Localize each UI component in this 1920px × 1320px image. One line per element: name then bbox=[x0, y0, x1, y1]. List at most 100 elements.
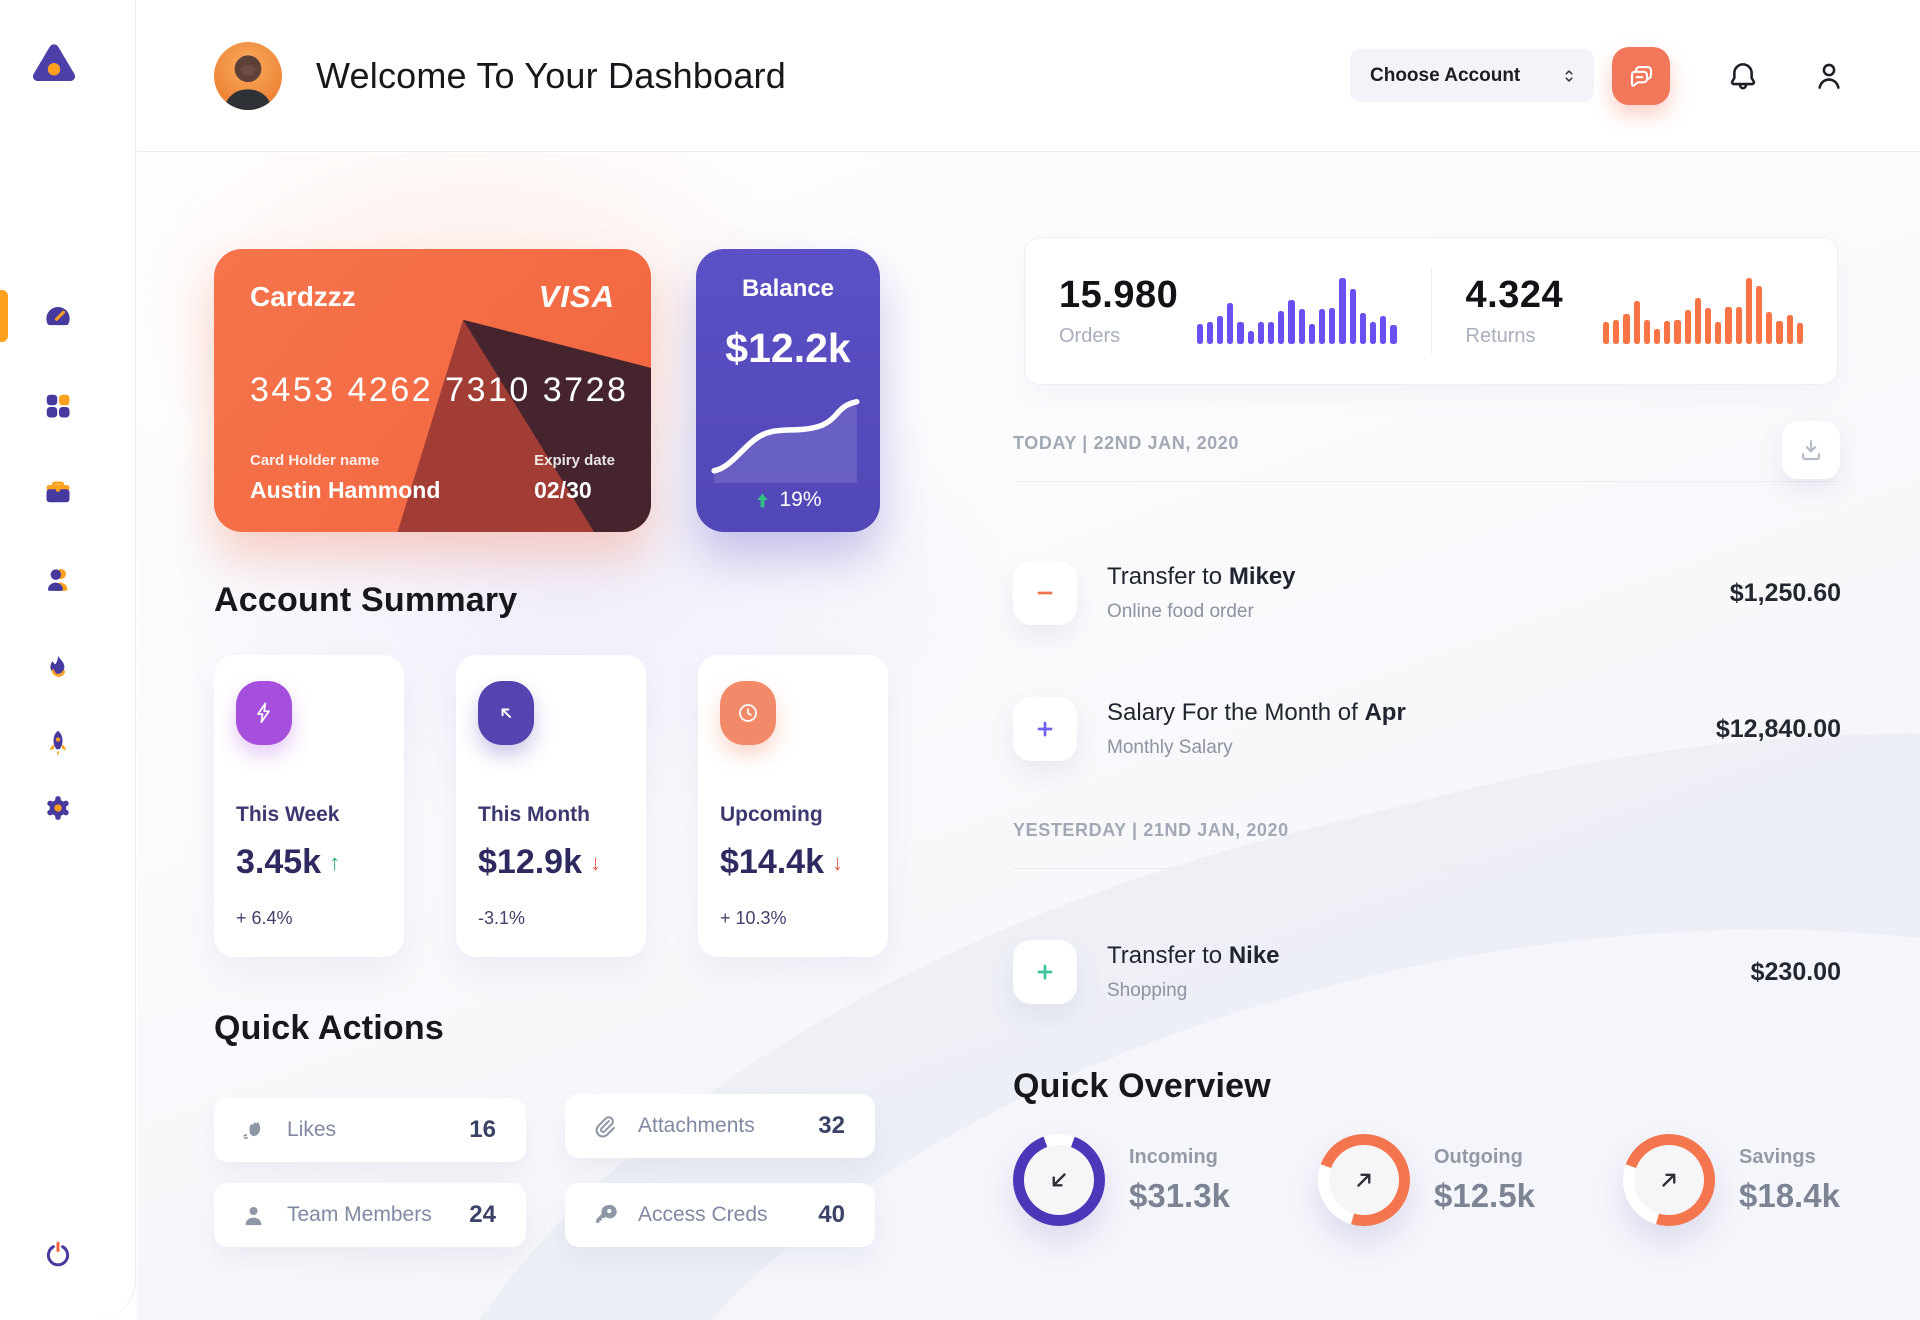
balance-value: $12.2k bbox=[725, 325, 851, 371]
sidebar-item-team[interactable] bbox=[43, 565, 73, 595]
balance-label: Balance bbox=[741, 275, 835, 302]
clock-icon bbox=[739, 704, 757, 722]
apps-grid-icon bbox=[46, 394, 70, 418]
transaction-icon bbox=[1013, 940, 1077, 1004]
transaction-subtitle: Monthly Salary bbox=[1107, 737, 1233, 758]
overview-outgoing: Outgoing $12.5k bbox=[1318, 1134, 1535, 1226]
quick-action-attachments[interactable]: Attachments 32 bbox=[565, 1094, 875, 1158]
plus-icon bbox=[1037, 964, 1053, 980]
paperclip-icon bbox=[595, 1115, 615, 1137]
stats-divider bbox=[1430, 268, 1432, 354]
orders-value: 15.980 bbox=[1059, 274, 1179, 316]
summary-card-upcoming: Upcoming $14.4k ↓ + 10.3% bbox=[698, 655, 888, 957]
transaction-title: Salary For the Month of Apr bbox=[1107, 699, 1406, 726]
transactions-list: TODAY | 22ND JAN, 2020 Transfer to Mikey… bbox=[1013, 433, 1841, 1230]
quick-actions-title: Quick Actions bbox=[214, 1009, 444, 1047]
balance-change: 19% bbox=[779, 488, 822, 511]
divider bbox=[1013, 868, 1841, 869]
bell-icon bbox=[1730, 62, 1756, 89]
sidebar bbox=[0, 0, 136, 1320]
header: Welcome To Your Dashboard Choose Account bbox=[137, 0, 1920, 152]
quick-action-team-members[interactable]: Team Members 24 bbox=[214, 1183, 526, 1247]
quick-action-label: Access Creds bbox=[638, 1203, 768, 1226]
overview-value: $31.3k bbox=[1129, 1176, 1230, 1214]
briefcase-icon bbox=[46, 481, 70, 503]
transaction-row-salary[interactable]: Salary For the Month of Apr Monthly Sala… bbox=[1013, 674, 1841, 784]
orders-bar-chart bbox=[1196, 278, 1397, 344]
transaction-amount: $230.00 bbox=[1750, 957, 1841, 986]
plus-icon bbox=[1037, 721, 1053, 737]
bolt-icon bbox=[257, 702, 270, 723]
returns-label: Returns bbox=[1465, 325, 1536, 347]
quick-overview-row: Incoming $31.3k Outgoing $12.5k bbox=[1013, 1134, 1841, 1230]
quick-action-label: Likes bbox=[287, 1118, 337, 1141]
date-group-today: TODAY | 22ND JAN, 2020 bbox=[1013, 433, 1240, 453]
transaction-title: Transfer to Mikey bbox=[1107, 563, 1296, 590]
returns-bar-chart bbox=[1603, 278, 1804, 344]
summary-value: 3.45k bbox=[236, 843, 322, 881]
trend-down-arrow-icon: ↓ bbox=[832, 849, 843, 875]
summary-value: $12.9k bbox=[478, 843, 582, 881]
savings-ring bbox=[1623, 1134, 1715, 1226]
orders-label: Orders bbox=[1059, 325, 1121, 347]
choose-account-select[interactable]: Choose Account bbox=[1350, 49, 1594, 102]
balance-sparkline bbox=[711, 398, 860, 483]
incoming-ring bbox=[1013, 1134, 1105, 1226]
summary-change: + 6.4% bbox=[236, 908, 293, 928]
card-holder-name: Austin Hammond bbox=[250, 477, 441, 503]
summary-label: This Month bbox=[478, 803, 590, 826]
clap-icon bbox=[243, 1121, 261, 1139]
arrow-up-left-icon bbox=[501, 708, 512, 719]
card-expiry-value: 02/30 bbox=[534, 477, 592, 503]
sidebar-item-work[interactable] bbox=[43, 477, 73, 507]
notifications-button[interactable] bbox=[1726, 59, 1760, 93]
arrow-up-right-icon bbox=[1357, 1173, 1371, 1187]
chat-button[interactable] bbox=[1612, 46, 1670, 105]
choose-account-label: Choose Account bbox=[1370, 64, 1521, 86]
user-icon bbox=[47, 569, 68, 591]
quick-action-count: 40 bbox=[818, 1201, 845, 1228]
transaction-subtitle: Shopping bbox=[1107, 980, 1188, 1001]
flame-icon bbox=[50, 655, 66, 677]
quick-action-access-creds[interactable]: Access Creds 40 bbox=[565, 1183, 875, 1247]
sidebar-item-apps[interactable] bbox=[43, 391, 73, 421]
speedometer-icon bbox=[46, 307, 70, 326]
summary-card-this-month: This Month $12.9k ↓ -3.1% bbox=[456, 655, 646, 957]
transaction-subtitle: Online food order bbox=[1107, 601, 1254, 622]
credit-card: Cardzzz VISA 3453 4262 7310 3728 Card Ho… bbox=[214, 249, 651, 532]
sidebar-item-activity[interactable] bbox=[43, 653, 73, 683]
outgoing-ring bbox=[1318, 1134, 1410, 1226]
sidebar-item-launch[interactable] bbox=[43, 728, 73, 758]
overview-label: Incoming bbox=[1129, 1145, 1218, 1168]
returns-value: 4.324 bbox=[1465, 274, 1564, 316]
minus-icon bbox=[1037, 591, 1053, 595]
card-name: Cardzzz bbox=[250, 281, 356, 312]
transaction-row-nike[interactable]: Transfer to Nike Shopping $230.00 bbox=[1013, 917, 1841, 1027]
active-nav-indicator bbox=[0, 290, 8, 342]
card-expiry-block: Expiry date 02/30 bbox=[534, 452, 615, 504]
orders-returns-stats-card: 15.980 Orders 4.324 Returns bbox=[1024, 237, 1838, 385]
quick-action-likes[interactable]: Likes 16 bbox=[214, 1098, 526, 1162]
card-holder-label: Card Holder name bbox=[250, 452, 380, 469]
logout-button[interactable] bbox=[43, 1240, 73, 1270]
quick-action-label: Team Members bbox=[287, 1203, 432, 1226]
account-summary-title: Account Summary bbox=[214, 581, 518, 619]
triangle-logo-icon bbox=[32, 44, 76, 81]
overview-savings: Savings $18.4k bbox=[1623, 1134, 1840, 1226]
download-button[interactable] bbox=[1782, 421, 1840, 479]
divider bbox=[1013, 481, 1841, 482]
transaction-amount: $12,840.00 bbox=[1715, 714, 1841, 743]
card-expiry-label: Expiry date bbox=[534, 452, 615, 469]
up-arrow-icon bbox=[757, 493, 769, 507]
sidebar-item-dashboard[interactable] bbox=[43, 301, 73, 331]
sidebar-item-settings[interactable] bbox=[43, 793, 73, 823]
summary-card-this-week: This Week 3.45k ↑ + 6.4% bbox=[214, 655, 404, 957]
overview-incoming: Incoming $31.3k bbox=[1013, 1134, 1230, 1226]
user-avatar[interactable] bbox=[214, 41, 282, 110]
transaction-row-mikey[interactable]: Transfer to Mikey Online food order $1,2… bbox=[1013, 538, 1841, 648]
trend-up-arrow-icon: ↑ bbox=[329, 849, 341, 875]
profile-button[interactable] bbox=[1812, 59, 1846, 93]
summary-label: Upcoming bbox=[720, 803, 823, 826]
rocket-icon bbox=[50, 730, 66, 756]
transaction-amount: $1,250.60 bbox=[1729, 578, 1841, 607]
